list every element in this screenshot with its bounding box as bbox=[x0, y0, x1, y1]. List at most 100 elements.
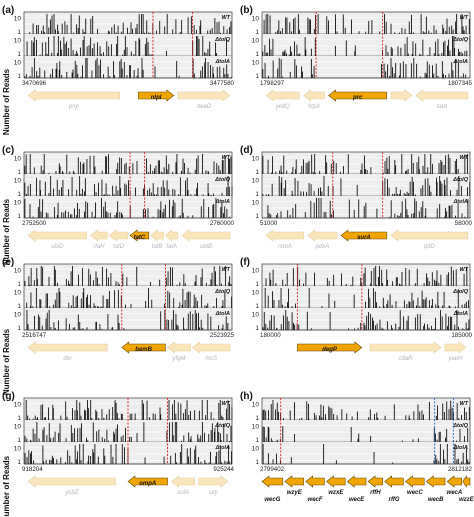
read-bar bbox=[439, 176, 441, 196]
read-bar bbox=[107, 194, 109, 196]
read-bar bbox=[82, 189, 83, 196]
read-bar bbox=[313, 29, 315, 34]
read-bar bbox=[456, 459, 458, 464]
read-bar bbox=[136, 433, 138, 442]
read-bar bbox=[72, 170, 74, 174]
read-bar bbox=[222, 213, 224, 218]
read-bar bbox=[57, 53, 58, 56]
read-bar bbox=[290, 457, 292, 464]
read-bar bbox=[188, 456, 189, 464]
read-bar bbox=[48, 310, 50, 330]
read-bar bbox=[397, 193, 399, 196]
read-bar bbox=[120, 188, 122, 196]
read-bar bbox=[399, 189, 401, 196]
read-bar bbox=[278, 299, 280, 308]
read-bar bbox=[186, 292, 188, 308]
read-bar bbox=[88, 455, 90, 464]
read-bar bbox=[320, 187, 321, 196]
read-bar bbox=[295, 303, 296, 308]
read-bar bbox=[311, 154, 313, 174]
read-bar bbox=[36, 177, 37, 196]
read-bar bbox=[156, 194, 158, 196]
read-bar bbox=[384, 161, 386, 174]
read-bar bbox=[219, 445, 221, 464]
y-tick-10: 10 bbox=[252, 290, 260, 297]
read-bar bbox=[294, 41, 295, 56]
read-bar bbox=[117, 282, 119, 286]
read-bar bbox=[314, 38, 316, 56]
read-bar bbox=[204, 459, 206, 464]
read-bar bbox=[347, 154, 349, 174]
read-bar bbox=[223, 423, 225, 442]
read-bar bbox=[403, 300, 405, 308]
read-bar bbox=[381, 269, 383, 286]
read-bar bbox=[42, 170, 44, 174]
read-bar bbox=[379, 306, 381, 308]
read-bar bbox=[55, 29, 56, 34]
read-bar bbox=[70, 38, 72, 56]
panel-label: (h) bbox=[240, 391, 253, 402]
read-bar bbox=[181, 170, 182, 174]
read-bar bbox=[222, 300, 224, 308]
read-bar bbox=[151, 54, 153, 56]
read-bar bbox=[107, 277, 109, 286]
read-bar bbox=[278, 411, 279, 420]
read-bar bbox=[449, 205, 451, 218]
read-bar bbox=[463, 436, 465, 442]
gene-arrow bbox=[390, 229, 469, 242]
read-bar bbox=[79, 322, 81, 330]
read-bar bbox=[313, 190, 315, 196]
gene-arrow bbox=[390, 89, 413, 102]
read-bar bbox=[74, 306, 76, 308]
read-bar bbox=[443, 28, 445, 34]
read-bar bbox=[104, 201, 106, 218]
read-bar bbox=[395, 301, 397, 308]
read-bar bbox=[209, 29, 211, 34]
read-bar bbox=[205, 52, 207, 56]
read-bar bbox=[419, 76, 421, 78]
read-bar bbox=[451, 25, 453, 34]
read-bar bbox=[50, 437, 52, 442]
read-bar bbox=[361, 282, 363, 286]
read-bar bbox=[363, 206, 365, 218]
read-bar bbox=[452, 173, 454, 174]
read-bar bbox=[426, 273, 427, 286]
read-bar bbox=[448, 73, 450, 78]
read-bar bbox=[66, 154, 68, 174]
read-bar bbox=[466, 50, 468, 56]
read-bar bbox=[412, 41, 414, 56]
read-bar bbox=[270, 404, 272, 420]
panel-label: (e) bbox=[2, 257, 14, 268]
read-bar bbox=[429, 172, 431, 174]
read-bar bbox=[189, 311, 191, 330]
read-bar bbox=[70, 425, 72, 442]
read-bar bbox=[314, 154, 316, 174]
read-bar bbox=[79, 176, 81, 196]
gene-label: wecB bbox=[428, 497, 444, 503]
read-bar bbox=[54, 299, 56, 308]
read-bar bbox=[42, 404, 44, 420]
read-bar bbox=[409, 418, 411, 420]
gene-label: deaD bbox=[197, 104, 212, 110]
read-bar bbox=[167, 271, 169, 286]
read-bar bbox=[466, 154, 468, 174]
read-bar bbox=[157, 209, 159, 218]
read-bar bbox=[446, 18, 448, 34]
read-bar bbox=[448, 39, 450, 56]
read-bar bbox=[283, 51, 285, 56]
read-bar bbox=[365, 202, 367, 218]
read-bar bbox=[395, 323, 397, 330]
read-bar bbox=[276, 402, 278, 420]
read-bar bbox=[63, 212, 65, 218]
gene-label: wecA bbox=[447, 490, 463, 496]
gene-arrow bbox=[177, 89, 231, 102]
read-bar bbox=[228, 216, 230, 218]
read-bar bbox=[74, 445, 76, 464]
read-bar bbox=[103, 206, 105, 218]
read-bar bbox=[373, 267, 375, 286]
read-bar bbox=[120, 413, 122, 420]
read-bar bbox=[166, 180, 168, 196]
read-bar bbox=[364, 325, 366, 330]
read-bar bbox=[431, 325, 433, 330]
read-bar bbox=[135, 187, 136, 196]
